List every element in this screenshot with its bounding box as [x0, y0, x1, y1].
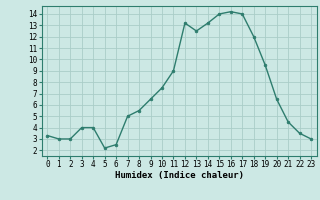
X-axis label: Humidex (Indice chaleur): Humidex (Indice chaleur) — [115, 171, 244, 180]
